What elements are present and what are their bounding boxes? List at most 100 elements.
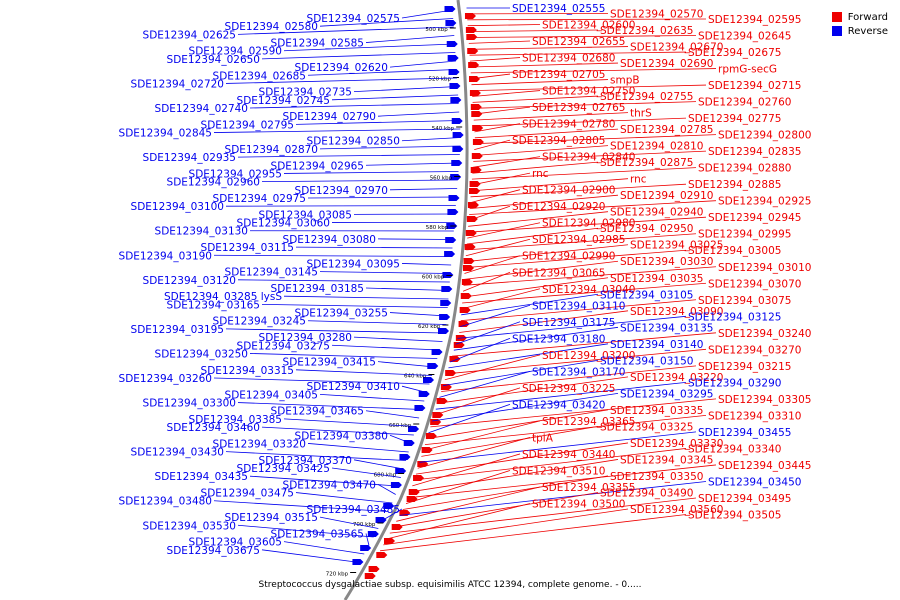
gene-label: SDE12394_02955 [189, 168, 282, 180]
leader-line [353, 336, 443, 342]
leader-line [295, 246, 453, 249]
gene-label: thrS [630, 108, 652, 120]
leader-line [472, 95, 599, 103]
forward-gene-arrow [460, 293, 472, 299]
leader-line [307, 443, 409, 453]
leader-line [382, 508, 403, 521]
leader-line [213, 377, 430, 385]
leader-line [261, 426, 414, 436]
gene-label: SDE12394_03290 [688, 377, 781, 389]
leader-line [466, 233, 697, 251]
leader-line [472, 161, 599, 174]
reverse-gene-arrow [367, 531, 379, 537]
gene-label: SDE12394_02935 [143, 152, 236, 164]
leader-line [402, 475, 609, 510]
leader-line [307, 69, 457, 76]
leader-line [319, 271, 451, 274]
gene-label: SDE12394_02750 [542, 86, 635, 98]
leader-line [401, 263, 452, 266]
gene-label: SDE12394_02880 [698, 163, 791, 175]
reverse-gene-arrow [383, 503, 395, 509]
gene-label: tpiA [532, 432, 554, 444]
leader-line [414, 448, 687, 481]
gene-label: SDE12394_03530 [143, 520, 236, 532]
gene-label: SDE12394_03460 [167, 422, 260, 434]
gene-label: SDE12394_03100 [131, 201, 224, 213]
leader-line [469, 200, 717, 215]
forward-gene-arrow [364, 573, 376, 579]
genome-backbone [343, 0, 469, 600]
leader-line [249, 103, 459, 109]
gene-label: SDE12394_02735 [259, 87, 352, 99]
forward-gene-arrow [449, 356, 461, 362]
gene-label: SDE12394_03675 [167, 545, 260, 557]
leader-line [249, 475, 399, 487]
gene-label: SDE12394_02650 [167, 54, 260, 66]
gene-label: SDE12394_03175 [522, 317, 615, 329]
leader-line [261, 549, 360, 563]
gene-label: SDE12394_03340 [688, 443, 781, 455]
reverse-gene-arrow [375, 517, 387, 523]
leader-line [428, 404, 511, 434]
right-gene-labels: SDE12394_02555 SDE12394_02570 SDE12394_025… [512, 3, 811, 521]
reverse-gene-arrow [445, 237, 457, 243]
gene-label: SDE12394_03505 [688, 509, 781, 521]
leader-line [465, 238, 531, 257]
forward-gene-arrow [421, 447, 433, 453]
forward-swatch [831, 12, 842, 22]
gene-label: SDE12394_03495 [698, 493, 791, 505]
reverse-gene-arrow [423, 377, 435, 383]
leader-line [213, 128, 461, 133]
gene-label: SDE12394_03410 [307, 381, 400, 393]
forward-gene-arrow [432, 412, 444, 418]
reverse-gene-arrow [451, 118, 463, 124]
gene-label: SDE12394_02840 [542, 152, 635, 164]
gene-label: SDE12394_03035 [610, 273, 703, 285]
gene-label: SDE12394_02885 [688, 179, 781, 191]
gene-label: SDE12394_02655 [532, 36, 625, 48]
gene-label: SDE12394_03315 [201, 365, 294, 377]
leader-line [283, 418, 417, 427]
gene-label: SDE12394_02765 [532, 102, 625, 114]
leader-line [392, 492, 599, 528]
gene-label: SDE12394_03135 [620, 322, 713, 334]
gene-label: SDE12394_02795 [201, 119, 294, 131]
gene-label: SDE12394_02755 [600, 91, 693, 103]
forward-gene-arrow [466, 34, 478, 40]
leader-line [472, 90, 541, 97]
gene-label: SDE12394_03335 [610, 405, 703, 417]
left-gene-labels: SDE12394_02575SDE12394_02580SDE12394_026… [119, 13, 400, 557]
leader-line [423, 420, 541, 451]
reverse-gene-arrow [439, 314, 451, 320]
gene-label: SDE12394_03280 [259, 332, 352, 344]
leader-line [467, 24, 541, 27]
leader-line [462, 277, 609, 298]
reverse-gene-arrow [390, 482, 402, 488]
leader-line [213, 254, 452, 257]
leader-line [365, 533, 370, 546]
gene-label: SDE12394_02900 [522, 185, 615, 197]
gene-label: SDE12394_03305 [718, 394, 811, 406]
leader-line [261, 179, 458, 183]
leader-line [389, 188, 458, 191]
forward-gene-arrow [368, 566, 380, 572]
gene-label: SDE12394_03195 [131, 324, 224, 336]
leader-line [439, 370, 531, 398]
leader-line [417, 437, 531, 469]
leader-line [433, 387, 521, 416]
forward-gene-arrow [391, 524, 403, 530]
leader-line [474, 128, 619, 139]
forward-gene-arrow [465, 230, 477, 236]
leader-line [464, 249, 687, 268]
leader-line [377, 111, 460, 117]
leader-line [237, 402, 422, 410]
gene-label: SDE12394_02555 [512, 3, 605, 15]
gene-label: SDE12394_02960 [167, 177, 260, 189]
leader-line [307, 196, 457, 199]
gene-label: SDE12394_03215 [698, 361, 791, 373]
leader-line [319, 145, 461, 150]
gene-label: SDE12394_02800 [718, 130, 811, 142]
gene-label: SDE12394_03245 [213, 316, 306, 328]
gene-label: SDE12394_02835 [708, 146, 801, 158]
leader-line [237, 154, 460, 158]
